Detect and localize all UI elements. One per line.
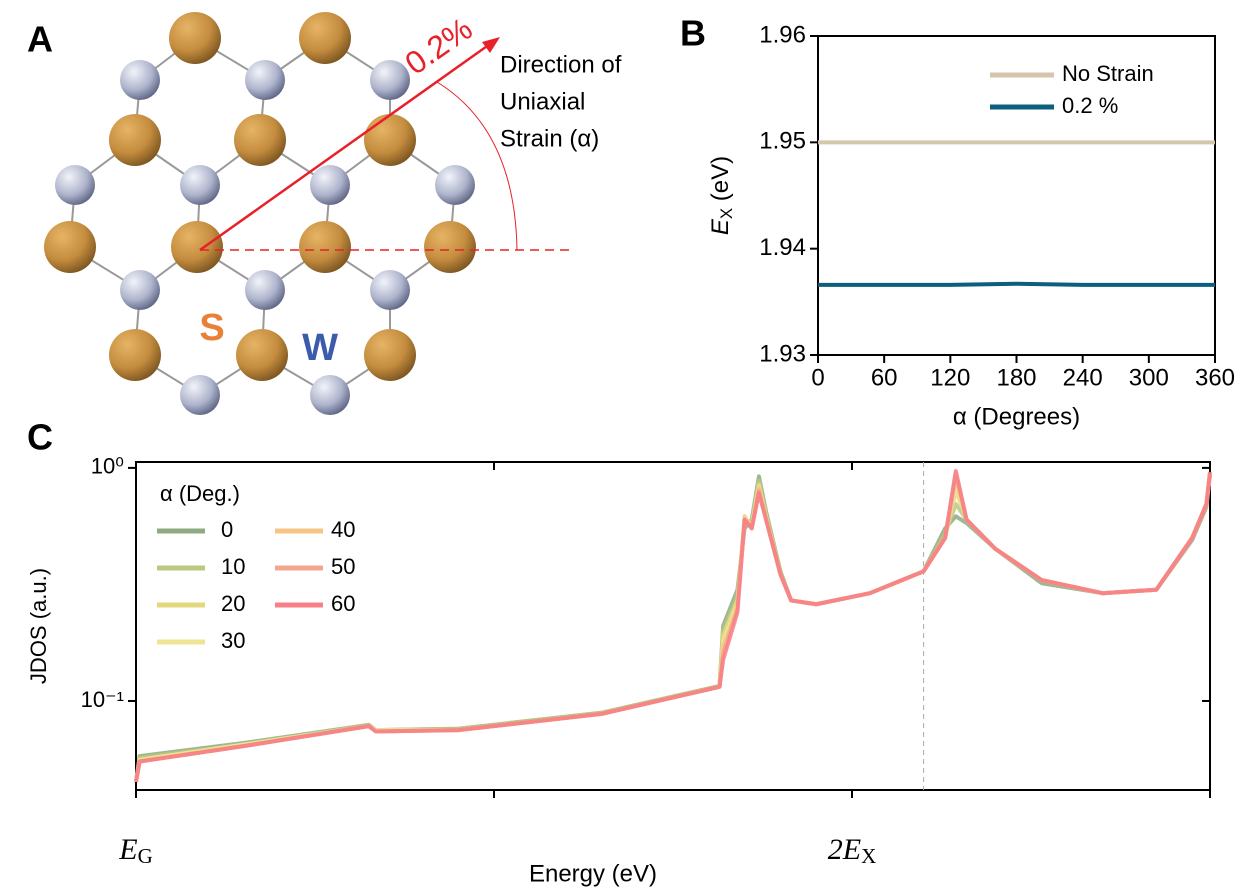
y-tick-label: 1.93 [759,340,806,367]
x-tick-label: 360 [1195,364,1235,391]
legend-title: α (Deg.) [160,481,240,506]
legend-label: 10 [221,554,245,579]
x-axis-label: Energy (eV) [529,860,657,887]
x-tick-label: 300 [1129,364,1169,391]
legend-label: 0.2 % [1062,93,1118,118]
y-tick-label: 10⁰ [91,454,124,479]
y-tick-label: 10⁻¹ [81,687,124,712]
y-tick-label: 1.95 [759,128,806,155]
direction-label: Uniaxial [500,88,585,115]
panel-label: C [27,417,53,458]
x-tick-label: 2EX [828,833,877,868]
legend-label: No Strain [1062,61,1154,86]
legend-label: 30 [221,628,245,653]
atom-label: S [199,307,224,349]
x-tick-label: EG [118,833,153,868]
y-tick-label: 1.94 [759,234,806,261]
panel-label: B [680,13,706,54]
data-line [134,468,1212,783]
legend-label: 40 [331,517,355,542]
x-tick-label: 60 [871,364,898,391]
panel-label: A [27,19,53,60]
y-axis-label: EX (eV) [707,156,736,235]
y-tick-label: 1.96 [759,21,806,48]
x-tick-label: 240 [1063,364,1103,391]
x-tick-label: 120 [930,364,970,391]
data-line [818,281,1215,287]
atom-label: W [302,327,338,369]
data-line [134,472,1212,783]
x-tick-label: 180 [996,364,1036,391]
x-tick-label: 0 [811,364,824,391]
legend-label: 0 [221,517,233,542]
legend-label: 60 [331,591,355,616]
strain-label: 0.2% [398,10,478,81]
y-axis-label: JDOS (a.u.) [26,568,51,684]
legend-label: 20 [221,591,245,616]
plot-frame [817,35,1216,356]
plot-frame [135,461,1211,791]
lattice [44,12,570,415]
direction-label: Strain (α) [500,125,599,152]
x-axis-label: α (Degrees) [953,403,1080,430]
direction-label: Direction of [500,51,622,78]
legend-label: 50 [331,554,355,579]
